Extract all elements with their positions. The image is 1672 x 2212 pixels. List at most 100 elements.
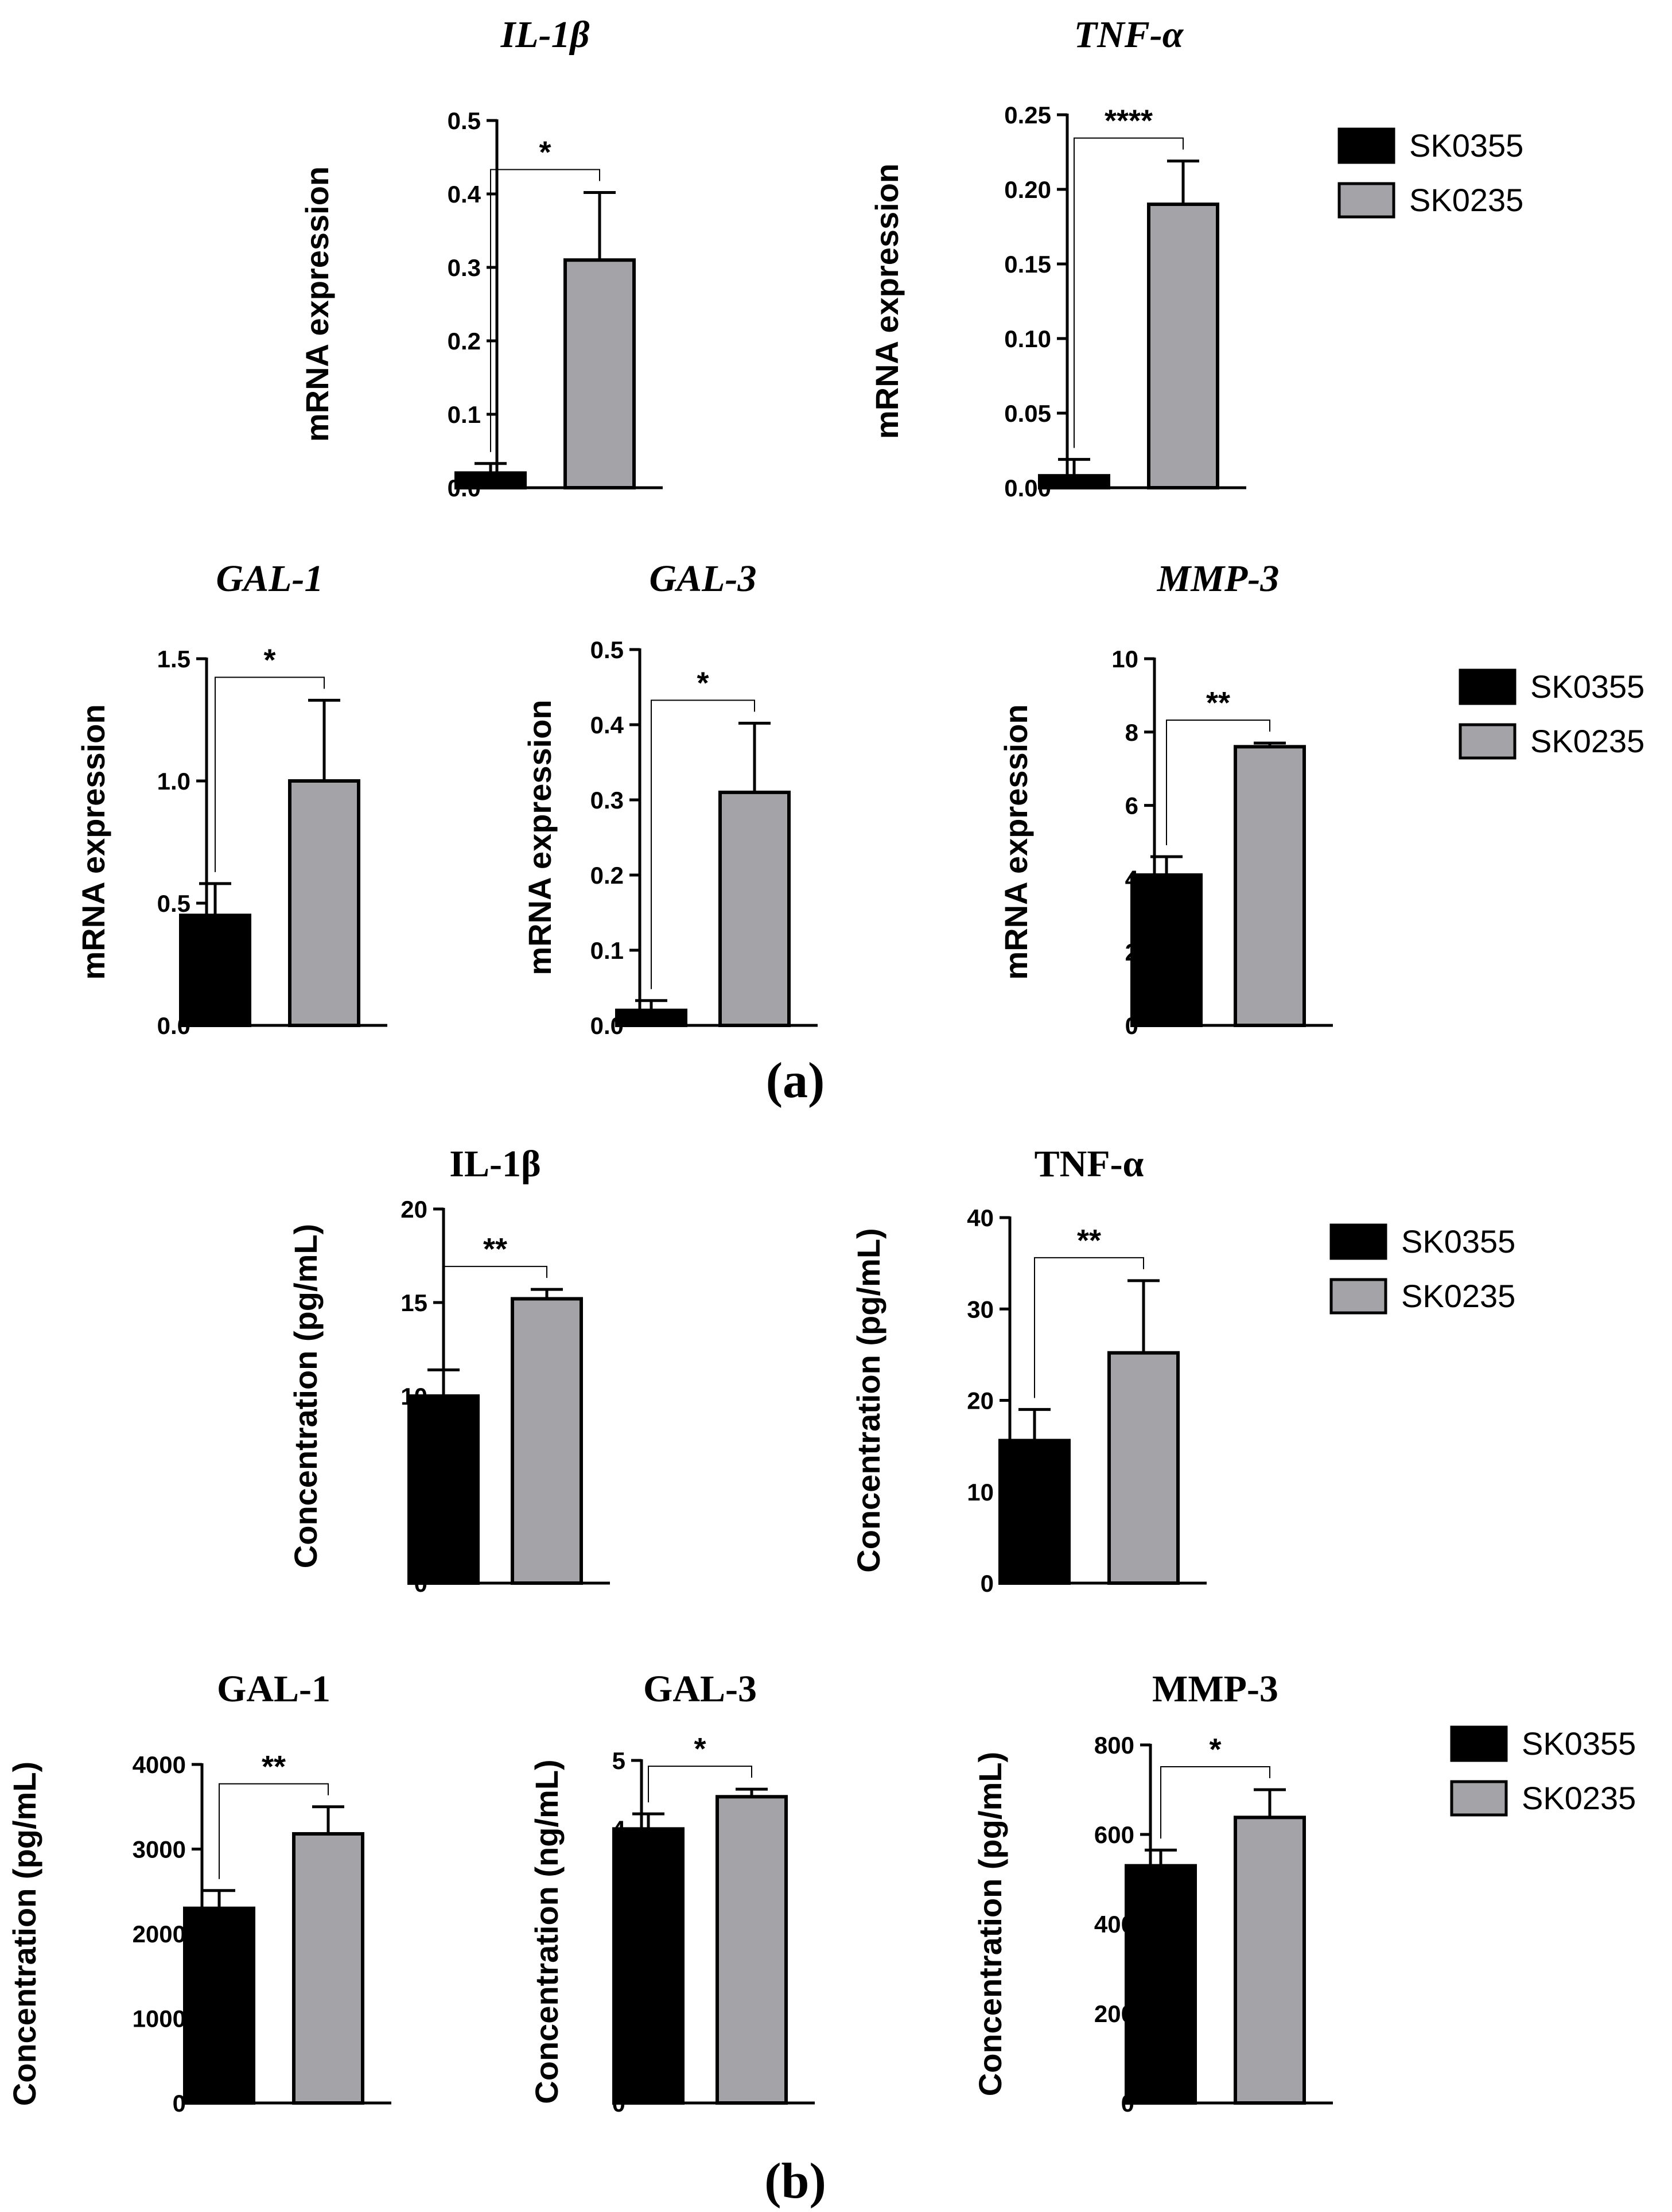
- legend-4: SK0355 SK0235: [1450, 1725, 1636, 1817]
- chart-title: TNF-α: [1074, 14, 1184, 56]
- panel-a-label: (a): [766, 1053, 825, 1109]
- bar-sk0235: [1234, 1816, 1306, 2105]
- significance-bracket: [1166, 719, 1270, 846]
- y-tick-label: 8: [1125, 719, 1138, 746]
- y-tick-label: 1.5: [157, 646, 190, 672]
- significance-label: *: [263, 643, 275, 677]
- y-tick-label: 6: [1125, 792, 1138, 819]
- bar-sk0235: [292, 1832, 364, 2105]
- legend-label: SK0235: [1409, 182, 1523, 218]
- chart-8: GAL-1 0 1000 2000 3000 4000 Concentration (pg/…: [6, 1668, 391, 2117]
- chart-title: GAL-3: [650, 558, 757, 600]
- significance-bracket: [219, 1783, 329, 1879]
- chart-title: TNF-α: [1035, 1143, 1144, 1185]
- legend-swatch: [1459, 723, 1517, 760]
- y-axis-label: Concentration (pg/mL): [287, 1224, 324, 1568]
- bar-sk0355: [407, 1394, 480, 1585]
- y-axis-label: Concentration (pg/mL): [6, 1762, 42, 2106]
- y-tick-label: 0.1: [448, 401, 481, 428]
- y-tick-label: 2000: [133, 1921, 186, 1947]
- legend-swatch: [1337, 182, 1395, 219]
- y-tick-label: 30: [967, 1296, 994, 1323]
- significance-label: *: [1209, 1732, 1221, 1767]
- y-axis-label: mRNA expression: [299, 166, 335, 442]
- significance-label: **: [1206, 686, 1230, 720]
- panel-b-label: (b): [764, 2153, 826, 2209]
- bar-sk0355: [179, 913, 251, 1028]
- legend-2: SK0355 SK0235: [1459, 668, 1644, 760]
- legend-swatch: [1329, 1278, 1387, 1315]
- chart-6: IL-1β05101520Concentration (pg/mL)**: [287, 1143, 610, 1597]
- bar-sk0355: [998, 1439, 1071, 1585]
- legend-swatch: [1337, 127, 1395, 164]
- bar-sk0355: [1038, 474, 1110, 490]
- y-tick-label: 4000: [133, 1751, 186, 1778]
- y-tick-label: 20: [400, 1196, 427, 1223]
- bar-sk0355: [183, 1906, 255, 2105]
- y-tick-label: 0.25: [1004, 102, 1051, 129]
- y-axis-label: Concentration (pg/mL): [972, 1752, 1008, 2096]
- chart-title: MMP-3: [1152, 1668, 1278, 1710]
- y-axis-label: mRNA expression: [869, 164, 905, 439]
- y-tick-label: 0.4: [448, 181, 481, 208]
- y-tick-label: 10: [1111, 646, 1138, 672]
- legend-1: SK0355 SK0235: [1337, 127, 1523, 219]
- legend-label: SK0355: [1530, 668, 1644, 705]
- significance-label: **: [483, 1232, 507, 1266]
- bar-sk0235: [716, 1795, 788, 2105]
- bar-sk0355: [1125, 1864, 1197, 2105]
- bar-sk0355: [454, 471, 527, 490]
- y-axis-label: Concentration (pg/mL): [850, 1228, 886, 1572]
- legend-swatch: [1459, 668, 1517, 705]
- significance-bracket: [215, 677, 325, 872]
- chart-9: GAL-3012345Concentration (ng/mL)*: [528, 1668, 815, 2117]
- y-tick-label: 40: [967, 1204, 994, 1231]
- bar-sk0235: [718, 790, 791, 1028]
- y-tick-label: 0.05: [1004, 400, 1051, 427]
- bar-sk0355: [612, 1827, 685, 2105]
- legend-label: SK0355: [1401, 1223, 1515, 1259]
- significance-label: **: [262, 1750, 286, 1784]
- y-tick-label: 800: [1094, 1732, 1134, 1759]
- bar-sk0355: [615, 1008, 687, 1028]
- chart-title: IL-1β: [500, 14, 590, 56]
- significance-label: *: [539, 135, 551, 169]
- y-tick-label: 0.2: [590, 862, 624, 889]
- y-axis-label: Concentration (ng/mL): [528, 1759, 565, 2104]
- legend-label: SK0235: [1401, 1278, 1515, 1314]
- bar-sk0235: [1107, 1351, 1180, 1585]
- bar-sk0235: [511, 1297, 583, 1585]
- y-tick-label: 0.15: [1004, 251, 1051, 278]
- significance-label: *: [694, 1732, 706, 1766]
- y-tick-label: 5: [612, 1747, 625, 1774]
- y-tick-label: 0.3: [590, 787, 624, 814]
- legend-label: SK0235: [1522, 1780, 1636, 1816]
- legend-swatch: [1329, 1223, 1387, 1260]
- significance-bracket: [1160, 1766, 1270, 1839]
- y-axis-label: mRNA expression: [522, 699, 558, 975]
- chart-title: GAL-1: [217, 1668, 330, 1710]
- significance-label: **: [1077, 1223, 1101, 1258]
- y-axis-label: mRNA expression: [75, 704, 111, 979]
- bar-sk0235: [1234, 745, 1306, 1027]
- significance-bracket: [651, 699, 755, 989]
- y-tick-label: 0.20: [1004, 176, 1051, 203]
- y-tick-label: 20: [967, 1387, 994, 1414]
- chart-title: GAL-3: [643, 1668, 757, 1710]
- legend-label: SK0235: [1530, 723, 1644, 759]
- legends-layer: SK0355SK0235SK0355SK0235SK0355SK0235SK03…: [1329, 127, 1644, 1817]
- y-tick-label: 0.2: [448, 328, 481, 355]
- chart-5: MMP-30246810mRNA expression**: [998, 558, 1333, 1039]
- significance-bracket: [1074, 137, 1184, 448]
- bar-sk0235: [563, 258, 636, 489]
- y-tick-label: 0: [981, 1570, 994, 1597]
- bar-sk0355: [1130, 873, 1203, 1027]
- y-tick-label: 1.0: [157, 768, 190, 795]
- y-tick-label: 0.4: [590, 712, 624, 738]
- legend-swatch: [1450, 1725, 1508, 1762]
- y-tick-label: 0.10: [1004, 325, 1051, 352]
- y-tick-label: 3000: [133, 1836, 186, 1863]
